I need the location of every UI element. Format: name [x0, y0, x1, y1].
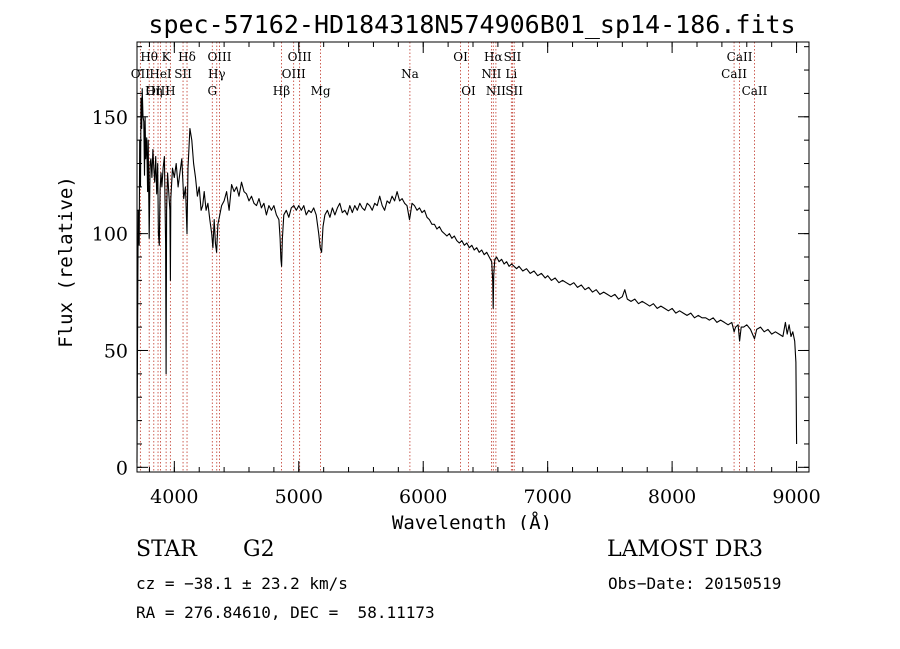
survey-name: LAMOST DR3	[607, 537, 763, 562]
spectrum-line	[136, 88, 798, 463]
chart-title: spec-57162-HD184318N574906B01_sp14-186.f…	[148, 10, 795, 39]
spectral-line-label: H	[165, 84, 175, 98]
y-tick-label: 50	[104, 340, 128, 362]
spectral-line-label: Hγ	[208, 67, 226, 81]
spectral-line-label: G	[207, 84, 217, 98]
spectral-line-label: OI	[461, 84, 476, 98]
spectral-line-label: OIII	[146, 84, 170, 98]
spectral-line-label: SII	[174, 67, 192, 81]
y-tick-label: 0	[116, 457, 128, 479]
x-axis-label: Wavelength (Å)	[392, 511, 552, 530]
spectrum-series	[136, 88, 798, 463]
y-axis-label: Flux (relative)	[55, 176, 77, 348]
spectral-line-label: OI	[453, 50, 468, 64]
spectral-line-label: CaII	[742, 84, 768, 98]
plot-frame	[136, 41, 810, 473]
spectral-line-label: OIII	[288, 50, 312, 64]
spectral-line-label: OII	[131, 67, 151, 81]
spectral-line-label: Hβ	[273, 84, 290, 98]
spectral-line-label: CaII	[727, 50, 753, 64]
object-type: STAR	[136, 537, 197, 562]
spectral-line-label: NII	[481, 67, 501, 81]
spectral-line-label: Na	[401, 67, 419, 81]
spectral-line-label: Mg	[311, 84, 331, 98]
spectral-line-label: Hη	[145, 84, 163, 98]
spectral-line-label: Hα	[484, 50, 503, 64]
spectral-line-label: K	[162, 50, 172, 64]
axis-tick-labels: 4000 5000 6000 7000 8000 9000 0 50 100 150	[92, 107, 821, 508]
spectral-line-label: HeI	[149, 67, 172, 81]
x-tick-label: 7000	[523, 486, 571, 508]
spectral-line-label: SII	[504, 50, 522, 64]
sky-coordinates: RA = 276.84610, DEC = 58.11173	[136, 603, 435, 622]
spectral-line-label: CaII	[721, 67, 747, 81]
spectral-line-label: Hδ	[178, 50, 196, 64]
x-tick-label: 8000	[648, 486, 696, 508]
spectral-line-label: Hθ	[140, 50, 158, 64]
y-tick-label: 150	[92, 107, 128, 129]
spectral-line-label: SII	[505, 84, 523, 98]
observation-date: Obs−Date: 20150519	[608, 574, 782, 593]
x-tick-label: 6000	[399, 486, 447, 508]
y-tick-label: 100	[92, 224, 128, 246]
spectral-line-label: OIII	[207, 50, 231, 64]
spectral-class: G2	[243, 537, 275, 562]
x-tick-label: 4000	[150, 486, 198, 508]
x-tick-label: 9000	[772, 486, 820, 508]
spectral-line-label: NII	[486, 84, 506, 98]
spectral-line-markers	[139, 42, 755, 472]
spectral-line-label: Li	[505, 67, 517, 81]
redshift-readout: cz = −38.1 ± 23.2 km/s	[136, 574, 348, 593]
axis-ticks	[137, 42, 809, 472]
spectrum-chart: spec-57162-HD184318N574906B01_sp14-186.f…	[55, 10, 821, 530]
x-tick-label: 5000	[275, 486, 323, 508]
spectral-line-label: OIII	[282, 67, 306, 81]
